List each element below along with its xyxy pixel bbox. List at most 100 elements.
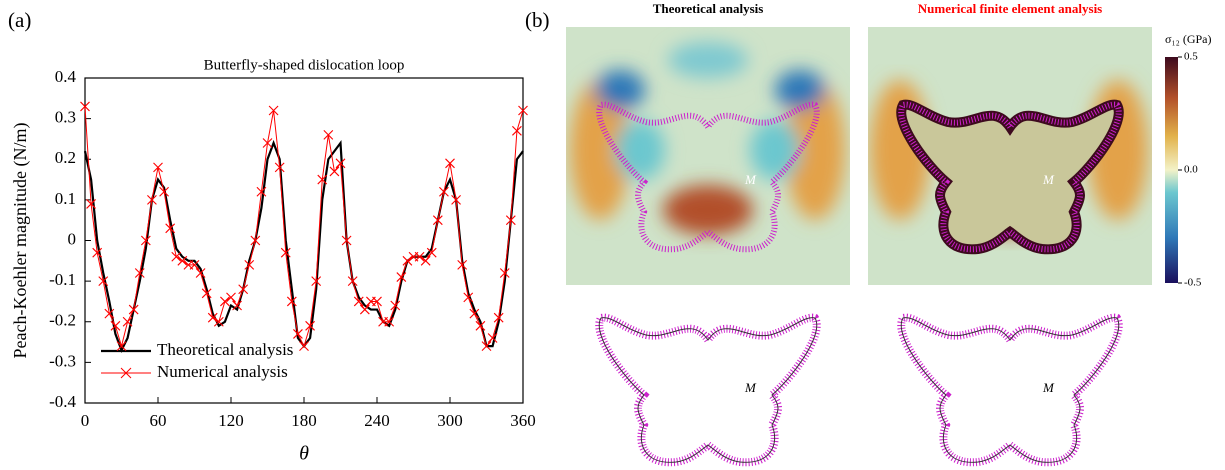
data-marker <box>171 251 182 262</box>
data-marker <box>457 259 468 270</box>
x-tick-label: 0 <box>81 411 90 430</box>
y-tick-label: -0.3 <box>49 351 76 370</box>
y-tick-label: -0.2 <box>49 311 76 330</box>
data-marker <box>335 158 346 169</box>
data-marker <box>353 296 364 307</box>
data-marker <box>390 300 401 311</box>
series-line <box>84 106 524 349</box>
data-marker <box>256 186 267 197</box>
colorbar <box>1165 57 1178 283</box>
loop-outline <box>900 317 1120 463</box>
data-marker <box>140 235 151 246</box>
colorbar-label: σ₁₂ (GPa) <box>1165 32 1212 46</box>
data-marker <box>341 235 352 246</box>
data-marker <box>116 341 127 352</box>
data-marker <box>445 158 455 169</box>
data-marker <box>469 308 480 319</box>
y-tick-label: 0.2 <box>55 148 76 167</box>
data-marker <box>268 105 279 116</box>
stress-map <box>868 27 1152 285</box>
data-marker <box>347 276 358 287</box>
data-marker <box>293 329 303 339</box>
data-marker <box>317 174 328 185</box>
data-marker <box>128 304 139 315</box>
x-tick-label: 300 <box>437 411 463 430</box>
data-marker <box>244 259 255 270</box>
x-axis-label: θ <box>299 443 309 465</box>
data-marker <box>518 105 528 116</box>
data-marker <box>110 320 121 331</box>
legend-label: Theoretical analysis <box>157 340 293 359</box>
data-marker <box>226 292 236 303</box>
data-marker <box>420 255 431 266</box>
y-tick-label: 0.3 <box>55 108 76 127</box>
data-marker <box>153 162 163 173</box>
data-marker <box>189 259 200 270</box>
data-marker <box>426 247 437 258</box>
legend-label: Numerical analysis <box>157 362 288 381</box>
data-marker <box>299 341 309 352</box>
data-marker <box>463 292 474 303</box>
data-marker <box>384 316 395 327</box>
data-marker <box>372 296 382 307</box>
data-marker <box>274 162 285 173</box>
data-marker <box>414 251 425 262</box>
y-axis-label: Peach-Koehler magnitude (N/m) <box>10 123 31 359</box>
data-marker <box>323 129 334 140</box>
data-marker <box>134 268 145 278</box>
data-marker <box>92 247 103 258</box>
chart-title: Butterfly-shaped dislocation loop <box>204 57 405 73</box>
data-marker <box>305 320 315 331</box>
series-line <box>83 139 524 353</box>
data-marker <box>329 166 340 177</box>
point-label: M <box>744 172 757 187</box>
colorbar-tick-label: 0.5 <box>1184 51 1198 63</box>
x-tick-label: 120 <box>218 411 244 430</box>
panel-label: (b) <box>525 8 550 32</box>
y-tick-label: 0.4 <box>55 67 77 86</box>
data-marker <box>213 316 224 327</box>
panel-label: (a) <box>8 8 31 32</box>
map-title: Theoretical analysis <box>653 1 764 16</box>
x-tick-label: 240 <box>364 411 390 430</box>
data-marker <box>220 296 230 307</box>
data-marker <box>499 268 510 278</box>
data-marker <box>432 215 443 226</box>
data-marker <box>451 194 461 205</box>
data-marker <box>512 125 522 136</box>
colorbar-tick-label: -0.5 <box>1184 277 1202 289</box>
point-label: M <box>744 380 757 395</box>
stress-map <box>566 27 850 285</box>
data-marker <box>159 186 169 197</box>
data-marker <box>280 247 291 258</box>
x-tick-label: 180 <box>291 411 317 430</box>
loop-outline <box>598 317 818 463</box>
data-marker <box>359 304 370 315</box>
y-tick-label: -0.1 <box>49 270 76 289</box>
data-marker <box>505 215 516 226</box>
data-marker <box>165 223 176 234</box>
data-marker <box>147 194 157 205</box>
data-marker <box>475 320 486 331</box>
data-marker <box>439 186 449 197</box>
data-marker <box>481 341 492 352</box>
data-marker <box>402 255 413 266</box>
data-marker <box>286 296 297 307</box>
data-marker <box>493 312 504 323</box>
data-marker <box>201 288 212 299</box>
data-marker <box>232 300 242 311</box>
point-label: M <box>1042 172 1055 187</box>
data-marker <box>195 268 206 278</box>
y-tick-label: -0.4 <box>49 392 76 411</box>
data-marker <box>238 284 249 295</box>
data-marker <box>104 308 115 319</box>
data-marker <box>311 276 322 287</box>
data-marker <box>86 199 96 209</box>
map-title: Numerical finite element analysis <box>918 1 1103 16</box>
plot-frame <box>84 77 524 404</box>
y-tick-label: 0 <box>68 229 77 248</box>
x-tick-label: 360 <box>510 411 536 430</box>
data-marker <box>122 316 133 327</box>
point-label: M <box>1042 380 1055 395</box>
